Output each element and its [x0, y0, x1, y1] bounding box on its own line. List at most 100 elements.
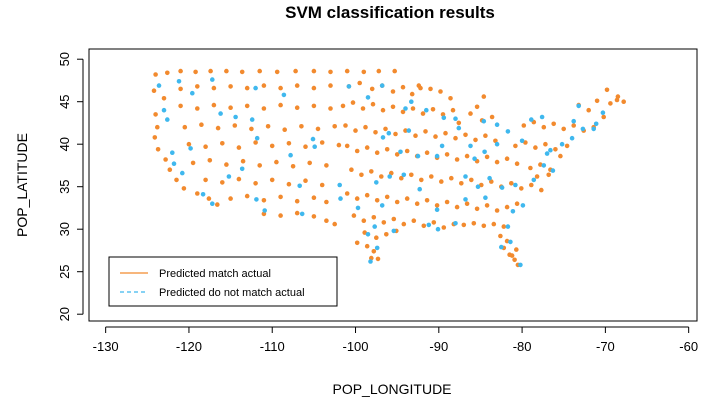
point-match — [152, 135, 158, 140]
point-match — [541, 124, 547, 130]
point-match — [371, 249, 377, 254]
point-match — [392, 68, 398, 74]
point-match — [161, 96, 167, 101]
point-match — [419, 177, 424, 183]
point-match — [429, 174, 434, 179]
point-match — [571, 123, 576, 128]
point-match — [340, 103, 346, 109]
point-match — [324, 218, 329, 223]
point-match — [504, 204, 510, 210]
point-mismatch — [426, 222, 432, 228]
point-match — [469, 177, 474, 183]
point-mismatch — [374, 245, 380, 251]
point-mismatch — [434, 153, 440, 159]
point-match — [539, 187, 544, 193]
y-tick-label: 40 — [57, 137, 72, 151]
point-match — [491, 221, 497, 227]
point-match — [564, 143, 570, 149]
point-match — [182, 124, 188, 130]
point-match — [468, 111, 473, 116]
point-match — [414, 201, 420, 206]
point-match — [178, 103, 183, 109]
point-match — [404, 196, 410, 201]
point-match — [274, 69, 280, 75]
point-match — [529, 182, 534, 188]
point-match — [311, 214, 317, 219]
point-match — [181, 186, 187, 191]
point-match — [311, 85, 317, 91]
point-match — [278, 213, 283, 218]
point-match — [278, 102, 283, 108]
point-mismatch — [398, 149, 403, 155]
point-mismatch — [372, 224, 378, 229]
point-match — [220, 141, 225, 146]
point-match — [383, 126, 388, 132]
point-match — [167, 167, 173, 172]
x-axis: -130 -120 -110 -100 -90 -80 -70 -60 — [93, 326, 698, 354]
point-mismatch — [593, 121, 599, 127]
point-match — [290, 164, 296, 169]
point-mismatch — [483, 195, 488, 200]
point-mismatch — [380, 135, 386, 140]
point-mismatch — [170, 150, 175, 155]
point-match — [519, 186, 524, 191]
point-match — [228, 105, 233, 110]
point-match — [431, 220, 437, 225]
x-axis-label: POP_LONGITUDE — [332, 381, 451, 397]
point-match — [621, 99, 626, 104]
point-mismatch — [368, 259, 373, 264]
point-match — [269, 177, 275, 183]
point-match — [489, 114, 495, 120]
point-match — [324, 163, 329, 168]
point-mismatch — [379, 83, 385, 88]
point-match — [463, 132, 468, 138]
point-match — [374, 235, 379, 240]
point-match — [363, 124, 368, 130]
point-match — [481, 223, 487, 229]
point-mismatch — [453, 116, 458, 121]
point-match — [343, 123, 348, 128]
point-match — [324, 199, 329, 205]
point-mismatch — [253, 85, 258, 91]
point-match — [483, 133, 488, 138]
point-match — [195, 191, 200, 196]
point-match — [528, 165, 533, 171]
point-mismatch — [387, 174, 393, 179]
point-match — [328, 106, 333, 111]
point-match — [379, 174, 384, 179]
point-match — [424, 198, 430, 203]
point-match — [364, 192, 370, 198]
point-match — [409, 172, 414, 178]
point-match — [371, 215, 377, 220]
point-match — [155, 147, 161, 152]
point-mismatch — [415, 153, 421, 159]
point-match — [249, 126, 254, 132]
point-match — [224, 68, 229, 74]
point-match — [294, 198, 300, 204]
point-match — [239, 69, 245, 75]
point-match — [274, 159, 279, 165]
point-mismatch — [539, 114, 545, 120]
point-match — [433, 134, 438, 139]
point-mismatch — [210, 77, 215, 82]
point-mismatch — [406, 128, 412, 133]
point-match — [413, 133, 418, 138]
point-mismatch — [571, 118, 576, 124]
point-match — [155, 124, 160, 130]
point-match — [315, 126, 321, 132]
point-match — [399, 175, 404, 181]
legend-box — [108, 256, 338, 307]
point-mismatch — [481, 118, 487, 124]
point-mismatch — [576, 103, 581, 109]
y-tick-label: 30 — [57, 222, 72, 236]
point-mismatch — [569, 135, 575, 141]
point-match — [332, 221, 338, 227]
point-match — [558, 153, 563, 159]
point-match — [400, 84, 406, 90]
point-mismatch — [505, 129, 511, 134]
point-match — [421, 223, 427, 229]
point-match — [293, 68, 298, 74]
y-tick-label: 50 — [57, 52, 72, 66]
point-match — [438, 89, 443, 94]
